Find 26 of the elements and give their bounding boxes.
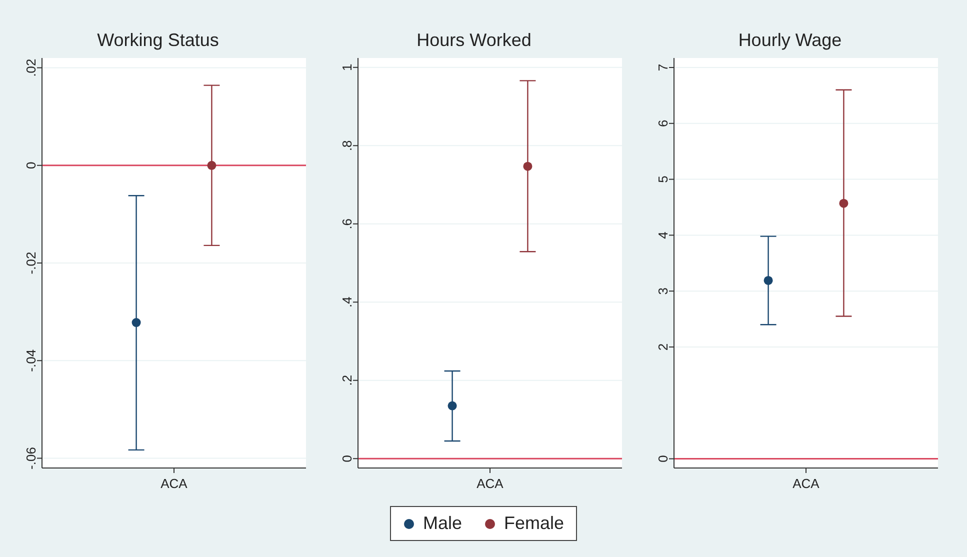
y-tick-label: 0 — [656, 455, 671, 462]
y-tick-label: .02 — [24, 58, 39, 77]
y-tick-label: 0 — [340, 454, 355, 462]
y-tick-label: -.02 — [24, 252, 39, 274]
x-tick-label: ACA — [160, 476, 188, 491]
x-tick-label: ACA — [792, 476, 820, 491]
y-tick-label: -.06 — [24, 447, 39, 470]
chart-title: Working Status — [96, 30, 220, 52]
y-tick-label: 5 — [656, 176, 671, 183]
y-tick-label: 6 — [656, 120, 671, 128]
y-tick-label: -.04 — [24, 349, 39, 372]
chart-title: Hourly Wage — [737, 30, 843, 52]
x-tick-label: ACA — [476, 476, 504, 491]
y-tick-label: 3 — [656, 287, 671, 295]
y-tick-label: 0 — [24, 162, 39, 169]
y-tick-label: .8 — [340, 140, 355, 152]
y-tick-label: 4 — [656, 232, 671, 239]
y-tick-label: .2 — [340, 374, 355, 386]
y-tick-label: 1 — [340, 64, 355, 72]
y-tick-label: .4 — [340, 296, 355, 308]
y-tick-label: 7 — [656, 64, 671, 72]
y-tick-label: .6 — [340, 218, 355, 230]
legend-label: Female — [504, 513, 564, 534]
chart-title: Hours Worked — [416, 30, 532, 52]
y-tick-label: 2 — [656, 343, 671, 351]
legend-label: Male — [422, 513, 462, 534]
